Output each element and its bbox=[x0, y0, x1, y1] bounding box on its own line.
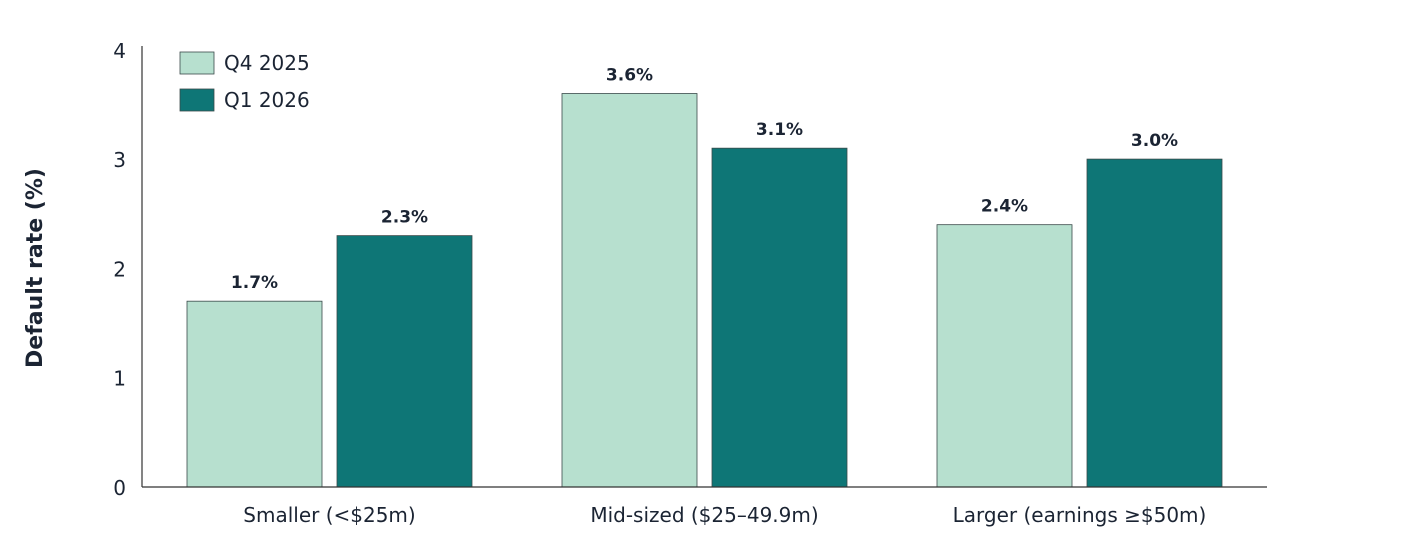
legend: Q4 2025 Q1 2026 bbox=[179, 51, 310, 112]
y-tick-label: 2 bbox=[113, 257, 126, 281]
bar-q1-2026 bbox=[711, 147, 848, 488]
data-labels: 1.7% 2.3% 3.6% 3.1% 2.4% 3.0% bbox=[231, 66, 1178, 294]
data-label: 3.0% bbox=[1131, 131, 1178, 151]
bar-q4-2025 bbox=[561, 93, 698, 488]
data-label: 3.6% bbox=[606, 66, 653, 86]
data-label: 3.1% bbox=[756, 120, 803, 140]
data-label: 1.7% bbox=[231, 273, 278, 293]
legend-label: Q1 2026 bbox=[224, 88, 310, 112]
y-axis-ticks: 0 1 2 3 4 bbox=[113, 39, 126, 500]
legend-swatch bbox=[179, 51, 215, 75]
category-label: Smaller (<$25m) bbox=[243, 503, 415, 527]
bar-q4-2025 bbox=[186, 300, 323, 488]
y-tick-label: 1 bbox=[113, 367, 126, 391]
y-tick-label: 4 bbox=[113, 39, 126, 63]
bar-q4-2025 bbox=[936, 224, 1073, 488]
bars bbox=[186, 93, 1223, 488]
bar-q1-2026 bbox=[336, 235, 473, 488]
y-tick-label: 3 bbox=[113, 148, 126, 172]
y-axis-label: Default rate (%) bbox=[23, 168, 48, 368]
data-label: 2.3% bbox=[381, 208, 428, 228]
bar-q1-2026 bbox=[1086, 158, 1223, 488]
data-label: 2.4% bbox=[981, 197, 1028, 217]
category-label: Mid-sized ($25–49.9m) bbox=[590, 503, 818, 527]
y-tick-label: 0 bbox=[113, 476, 126, 500]
category-label: Larger (earnings ≥$50m) bbox=[953, 503, 1207, 527]
legend-swatch bbox=[179, 88, 215, 112]
legend-label: Q4 2025 bbox=[224, 51, 310, 75]
x-axis-categories: Smaller (<$25m) Mid-sized ($25–49.9m) Larg… bbox=[243, 503, 1206, 527]
